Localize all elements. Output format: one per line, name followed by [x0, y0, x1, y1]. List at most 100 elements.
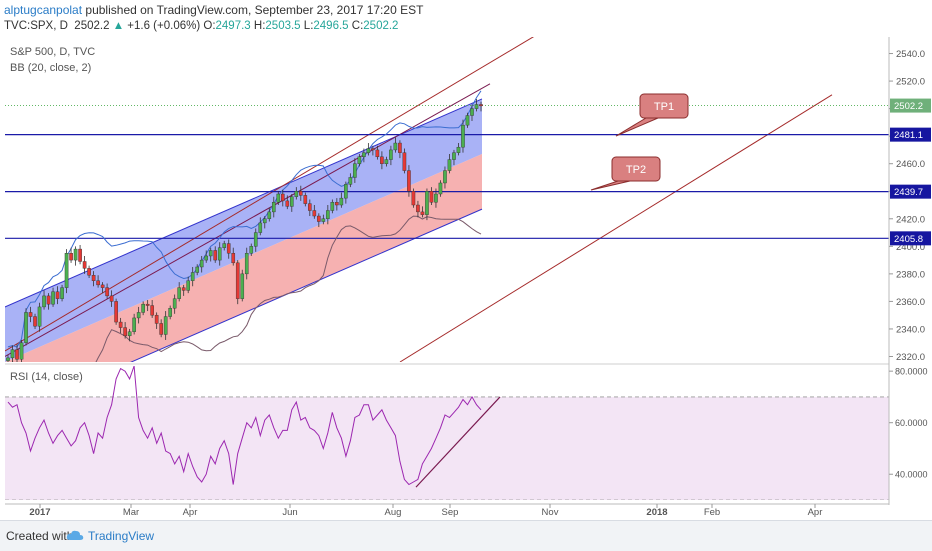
- candle-body: [208, 250, 213, 257]
- candle: [208, 247, 213, 262]
- candle: [398, 140, 402, 159]
- time-tick-label: 2018: [646, 507, 667, 518]
- candle-body: [46, 295, 51, 305]
- candle-body: [348, 177, 353, 185]
- candle-body: [407, 170, 411, 192]
- candle: [366, 143, 371, 156]
- candle-body: [402, 152, 407, 171]
- candle-body: [253, 232, 258, 247]
- candle-body: [280, 193, 285, 202]
- close-value: 2502.2: [363, 20, 399, 32]
- candle: [244, 247, 249, 280]
- candle: [55, 286, 60, 305]
- candle: [10, 345, 15, 362]
- time-tick-label: Aug: [385, 507, 402, 518]
- candle: [69, 247, 73, 263]
- candle-body: [249, 246, 254, 254]
- candle: [285, 195, 290, 210]
- channel-upper-fill: [5, 98, 482, 362]
- trend-line-lower: [399, 94, 833, 362]
- rsi-band-fill: [5, 396, 889, 500]
- tradingview-brand[interactable]: TradingView: [88, 529, 155, 543]
- price-tick-label: 2400.0: [896, 242, 925, 253]
- candle: [51, 287, 55, 307]
- candle: [186, 276, 190, 294]
- candle-body: [344, 184, 348, 199]
- candle-body: [434, 193, 438, 203]
- candle-body: [353, 163, 357, 178]
- candle-body: [87, 268, 91, 276]
- candle-body: [240, 273, 245, 299]
- candle: [267, 207, 272, 222]
- candle-body: [294, 191, 299, 197]
- candle-body: [172, 298, 177, 309]
- rsi-trend-line: [415, 396, 501, 488]
- candle: [276, 191, 281, 206]
- candle-body: [181, 287, 186, 291]
- candle-body: [28, 312, 33, 317]
- candle: [321, 214, 326, 225]
- candle: [434, 188, 438, 208]
- publish-info: alptugcanpolat published on TradingView.…: [4, 3, 423, 18]
- candle-body: [159, 323, 163, 335]
- candle: [240, 269, 245, 302]
- candle: [82, 255, 87, 274]
- candle-body: [19, 342, 24, 360]
- target-box: [639, 93, 689, 119]
- channel-lower-line: [130, 208, 483, 362]
- candle-body: [15, 349, 19, 360]
- candle: [335, 198, 339, 211]
- candle: [199, 255, 204, 273]
- candle-body: [6, 357, 10, 361]
- candle: [154, 312, 159, 329]
- author-link[interactable]: alptugcanpolat: [4, 3, 83, 17]
- candle: [344, 181, 348, 204]
- candle-body: [91, 275, 96, 281]
- candle: [6, 355, 10, 362]
- candle: [470, 104, 474, 122]
- level-price-text: 2439.7: [894, 187, 923, 198]
- candle-body: [51, 291, 55, 305]
- candle-body: [398, 142, 402, 153]
- tradingview-cloud-icon: [66, 530, 84, 540]
- candle: [299, 185, 303, 201]
- price-tick-label: 2420.0: [896, 214, 925, 225]
- time-tick-label: Mar: [123, 507, 139, 518]
- candle-body: [290, 196, 294, 207]
- candle-body: [82, 261, 87, 269]
- target-box: [611, 156, 661, 182]
- candle-body: [150, 305, 154, 316]
- candle: [226, 239, 231, 259]
- candle-body: [452, 152, 456, 160]
- series-title: S&P 500, D, TVC: [10, 46, 96, 58]
- candle: [168, 305, 172, 320]
- candle-body: [114, 301, 118, 323]
- high-label: H:: [253, 20, 266, 32]
- candle: [141, 301, 145, 316]
- candle-body: [244, 253, 249, 275]
- candle: [452, 149, 456, 166]
- candle: [411, 188, 416, 208]
- candle: [384, 156, 389, 167]
- close-label: C:: [351, 20, 364, 32]
- time-tick-label: Nov: [542, 507, 559, 518]
- candle: [132, 313, 136, 335]
- candle-body: [443, 170, 447, 184]
- candle: [479, 101, 483, 112]
- candle: [73, 246, 78, 266]
- chart-canvas[interactable]: TP1 TP2 2320.0 2340.0 2360.0 2380.0 2400.0 2420…: [0, 0, 932, 520]
- trend-line-median: [5, 83, 491, 357]
- candle-body: [456, 146, 461, 153]
- candle: [425, 188, 429, 221]
- candle-body: [78, 248, 82, 262]
- candle-body: [60, 287, 64, 299]
- candle: [100, 282, 105, 294]
- last-price: 2502.2: [74, 20, 110, 32]
- candle: [308, 199, 312, 217]
- last-price-text: 2502.2: [894, 101, 923, 112]
- candle-body: [461, 124, 465, 148]
- candle-body: [145, 303, 150, 306]
- target-label: TP2: [626, 164, 646, 176]
- channel-lower-fill: [5, 154, 482, 362]
- level-price-badge: [890, 184, 931, 199]
